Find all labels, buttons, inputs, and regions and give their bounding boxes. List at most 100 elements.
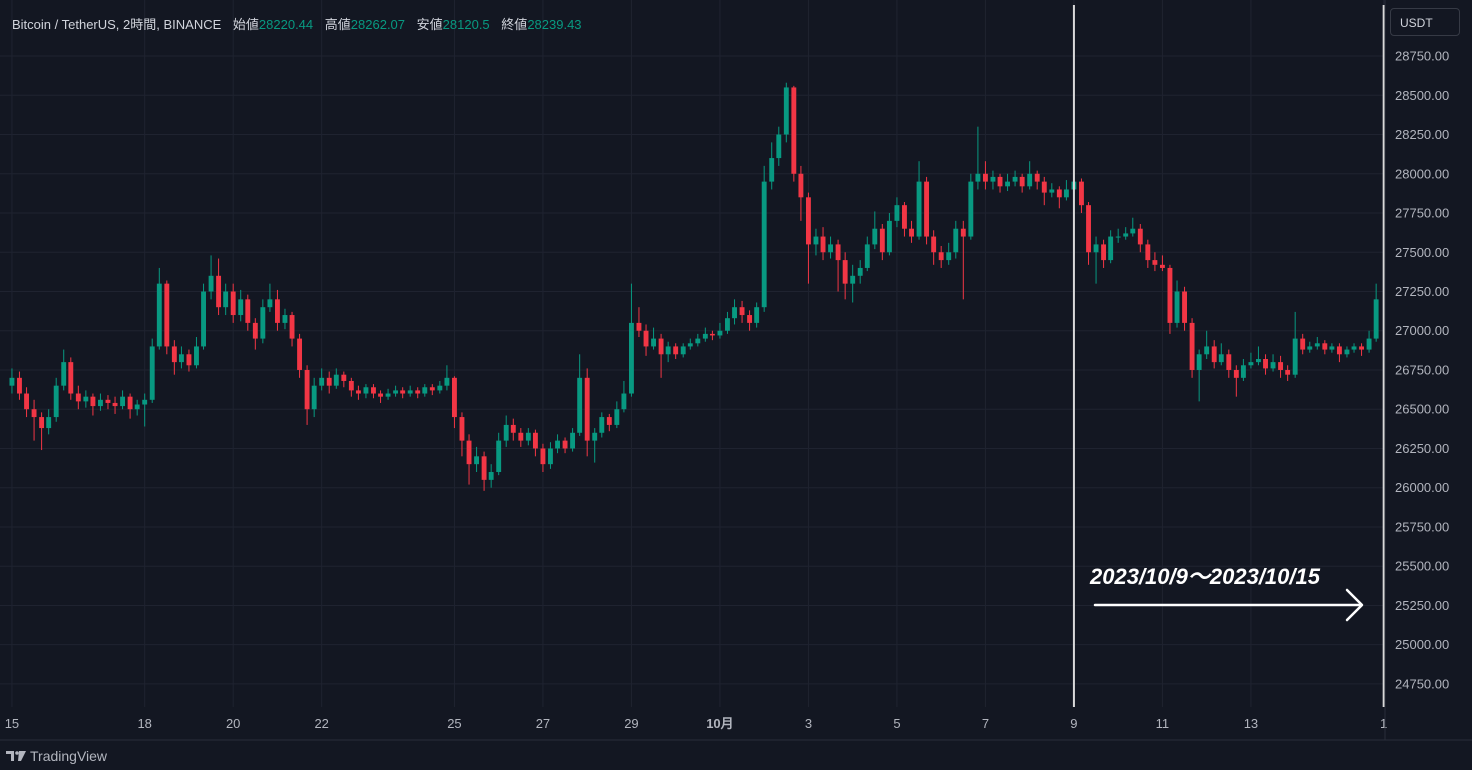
- candle-body: [1263, 358, 1268, 369]
- candle-body: [1152, 260, 1158, 265]
- candle-body: [274, 299, 280, 323]
- candle-body: [1226, 354, 1232, 370]
- candle-body: [1373, 299, 1379, 339]
- candle-body: [260, 307, 266, 339]
- candle-body: [805, 197, 811, 245]
- candle-body: [245, 299, 251, 323]
- y-tick-label: 26500.00: [1395, 402, 1449, 417]
- brand-logo: [6, 751, 26, 761]
- candle-body: [1115, 236, 1121, 238]
- candle-body: [754, 307, 760, 323]
- candle-body: [378, 393, 383, 397]
- ohlc-value: 28220.44: [258, 17, 314, 32]
- currency-button[interactable]: USDT: [1390, 8, 1460, 36]
- y-tick-label: 26250.00: [1395, 441, 1449, 456]
- candle-body: [1079, 181, 1084, 206]
- x-tick-label: 3: [805, 716, 812, 731]
- y-tick-label: 26000.00: [1395, 480, 1449, 495]
- candle-body: [946, 252, 952, 261]
- candle-body: [1292, 338, 1298, 375]
- candle-body: [17, 377, 22, 394]
- candle-body: [592, 432, 598, 441]
- ohlc-value: 28120.5: [442, 17, 490, 32]
- candle-body: [570, 432, 576, 449]
- candle-body: [1336, 346, 1342, 355]
- candle-body: [532, 432, 538, 449]
- y-tick-label: 25000.00: [1395, 637, 1449, 652]
- candle-body: [1314, 343, 1320, 347]
- candle-body: [474, 456, 480, 465]
- candle-body: [481, 456, 487, 480]
- candle-body: [1086, 205, 1091, 253]
- candle-body: [171, 346, 177, 363]
- candle-body: [488, 472, 494, 480]
- candle-body: [333, 374, 339, 386]
- candle-body: [518, 432, 524, 441]
- symbol-title: Bitcoin / TetherUS, 2時間, BINANCE: [12, 17, 222, 32]
- x-tick-label: 13: [1244, 716, 1258, 731]
- symbol-header: Bitcoin / TetherUS, 2時間, BINANCE 始値28220…: [12, 14, 582, 33]
- candle-body: [39, 417, 45, 429]
- x-tick-label: 9: [1070, 716, 1077, 731]
- candle-body: [695, 338, 701, 344]
- candle-body: [982, 173, 988, 182]
- candle-body: [186, 354, 192, 366]
- candle-body: [164, 283, 170, 347]
- candle-body: [990, 176, 996, 182]
- candle-body: [444, 377, 450, 386]
- candle-body: [747, 315, 753, 323]
- candle-body: [223, 291, 229, 308]
- candle-body: [156, 283, 162, 347]
- x-tick-label: 5: [893, 716, 900, 731]
- candle-body: [1108, 236, 1114, 261]
- candle-body: [1256, 358, 1261, 363]
- y-tick-label: 27250.00: [1395, 284, 1449, 299]
- candle-body: [127, 396, 133, 410]
- y-tick-label: 24750.00: [1395, 676, 1449, 691]
- candle-body: [1145, 244, 1151, 261]
- candle-body: [872, 228, 878, 245]
- candle-body: [1123, 233, 1129, 237]
- candle-body: [548, 448, 553, 465]
- candle-body: [577, 377, 583, 433]
- y-tick-label: 28750.00: [1395, 49, 1449, 64]
- candle-body: [975, 173, 981, 182]
- candle-body: [319, 377, 325, 386]
- candle-body: [1182, 291, 1187, 323]
- x-tick-label: 27: [536, 716, 550, 731]
- candle-body: [864, 244, 870, 268]
- x-tick-label: 22: [314, 716, 328, 731]
- candle-body: [348, 380, 354, 391]
- candle-body: [769, 158, 775, 182]
- candle-body: [886, 220, 892, 253]
- candle-body: [1196, 354, 1202, 370]
- candle-body: [1189, 322, 1195, 370]
- candle-body: [208, 275, 214, 292]
- candle-body: [614, 409, 620, 425]
- candle-body: [149, 346, 155, 400]
- candle-body: [510, 424, 516, 433]
- candle-body: [960, 228, 966, 237]
- candle-body: [252, 322, 258, 339]
- candle-body: [540, 448, 546, 465]
- candle-body: [46, 417, 52, 429]
- candle-body: [1270, 362, 1276, 369]
- candle-body: [496, 440, 502, 473]
- candle-body: [112, 402, 118, 407]
- candle-body: [363, 387, 369, 394]
- candle-body: [400, 390, 406, 394]
- candle-body: [1351, 346, 1357, 350]
- candle-body: [599, 417, 605, 433]
- x-tick-label: 20: [226, 716, 240, 731]
- candle-body: [820, 236, 826, 253]
- candle-body: [621, 393, 627, 410]
- x-tick-label: 10月: [706, 716, 733, 731]
- candle-body: [1174, 291, 1180, 323]
- candle-body: [75, 393, 81, 402]
- candle-body: [761, 181, 767, 308]
- candle-body: [658, 338, 664, 355]
- candle-body: [415, 390, 421, 394]
- candle-body: [83, 396, 89, 402]
- logo-dot: [15, 751, 19, 755]
